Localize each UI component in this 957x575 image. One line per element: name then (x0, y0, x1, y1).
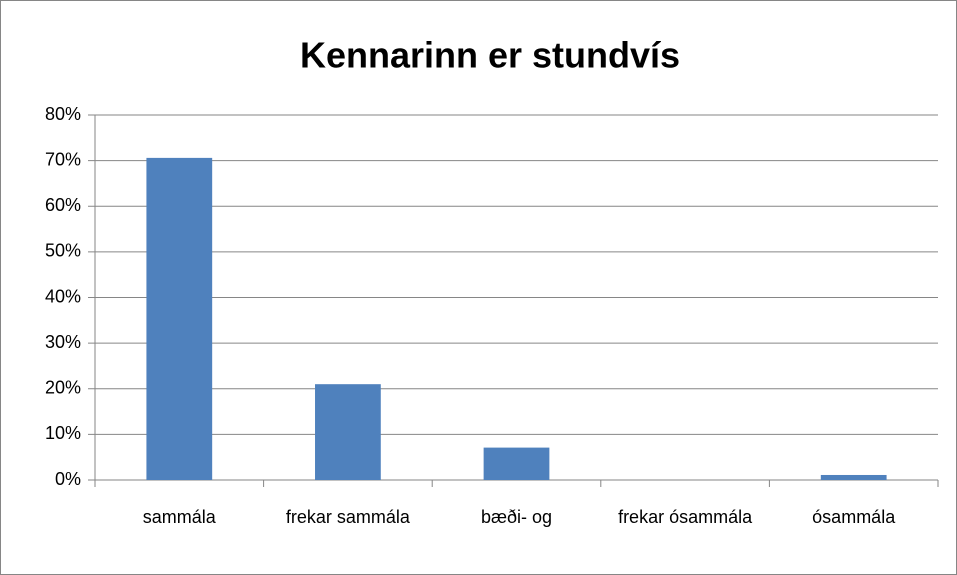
chart-title: Kennarinn er stundvís (300, 35, 680, 76)
x-tick-label: sammála (143, 507, 217, 527)
y-tick-label: 50% (45, 241, 81, 261)
x-tick-label: bæði- og (481, 507, 552, 527)
bar (820, 474, 887, 480)
y-tick-label: 10% (45, 423, 81, 443)
x-tick-label: frekar ósammála (618, 507, 753, 527)
bar (315, 384, 381, 480)
bar (483, 447, 550, 480)
y-tick-label: 70% (45, 149, 81, 169)
bar (146, 157, 213, 480)
x-tick-label: ósammála (812, 507, 896, 527)
y-tick-label: 30% (45, 332, 81, 352)
y-tick-label: 60% (45, 195, 81, 215)
y-tick-label: 40% (45, 286, 81, 306)
y-tick-label: 0% (55, 469, 81, 489)
y-tick-label: 20% (45, 378, 81, 398)
x-tick-label: frekar sammála (286, 507, 411, 527)
y-tick-label: 80% (45, 104, 81, 124)
